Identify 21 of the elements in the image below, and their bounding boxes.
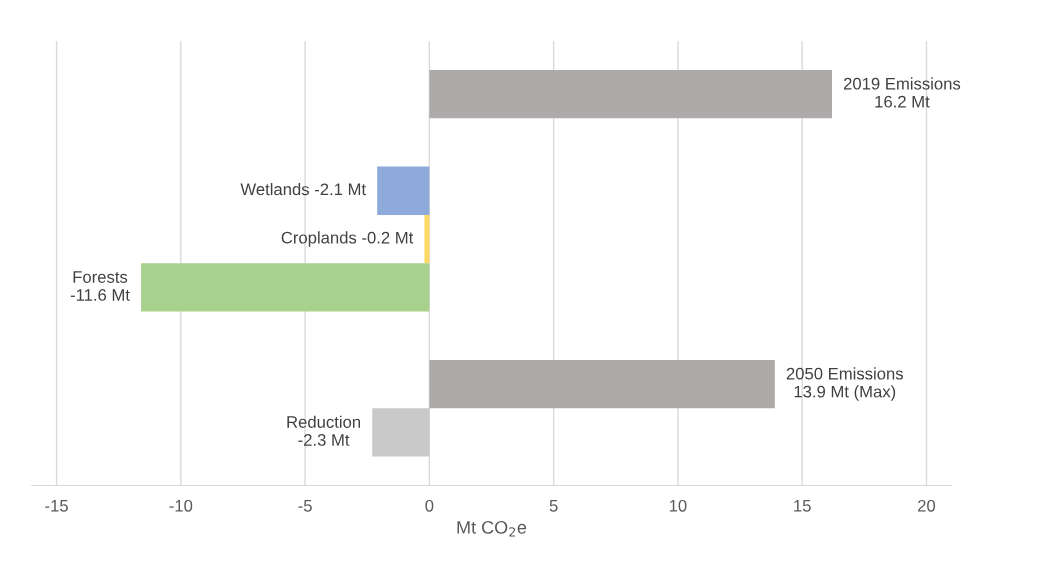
data-label: Reduction -2.3 Mt	[287, 415, 361, 446]
x-tick-label: -15	[45, 500, 68, 512]
x-tick-label: 20	[918, 499, 936, 512]
bar	[141, 263, 430, 312]
x-tick-label: -10	[169, 499, 193, 512]
data-label: Wetlands -2.1 Mt	[240, 182, 366, 196]
x-tick-label: 5	[549, 500, 558, 512]
x-axis-title: Mt CO$_{2}$e	[457, 520, 527, 537]
data-label: Forests -11.6 Mt	[70, 271, 130, 301]
x-tick-label: 10	[669, 499, 687, 512]
bar	[424, 214, 430, 264]
data-label: Croplands -0.2 Mt	[281, 231, 414, 247]
x-tick-label: -5	[298, 500, 312, 512]
x-tick-label: 15	[794, 500, 811, 512]
bar	[429, 69, 832, 119]
bar	[372, 408, 430, 457]
bar	[377, 166, 430, 215]
data-label: 2050 Emissions 13.9 Mt (Max)	[786, 367, 903, 401]
data-label: 2019 Emissions 16.2 Mt	[843, 77, 961, 108]
x-tick-label: 0	[425, 499, 434, 512]
bar	[429, 359, 775, 409]
